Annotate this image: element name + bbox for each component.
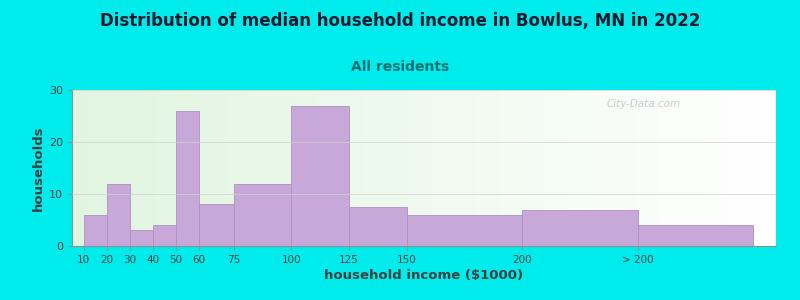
Bar bbox=[349, 207, 406, 246]
Bar bbox=[522, 210, 638, 246]
Bar bbox=[130, 230, 153, 246]
Bar bbox=[176, 111, 199, 246]
Text: All residents: All residents bbox=[351, 60, 449, 74]
Bar bbox=[638, 225, 753, 246]
Text: Distribution of median household income in Bowlus, MN in 2022: Distribution of median household income … bbox=[100, 12, 700, 30]
Bar bbox=[291, 106, 349, 246]
Bar bbox=[106, 184, 130, 246]
Bar bbox=[199, 204, 234, 246]
Text: City-Data.com: City-Data.com bbox=[607, 99, 681, 110]
Bar bbox=[83, 215, 106, 246]
Y-axis label: households: households bbox=[32, 125, 45, 211]
X-axis label: household income ($1000): household income ($1000) bbox=[325, 269, 523, 282]
Bar bbox=[153, 225, 176, 246]
Bar bbox=[406, 215, 522, 246]
Bar bbox=[234, 184, 291, 246]
